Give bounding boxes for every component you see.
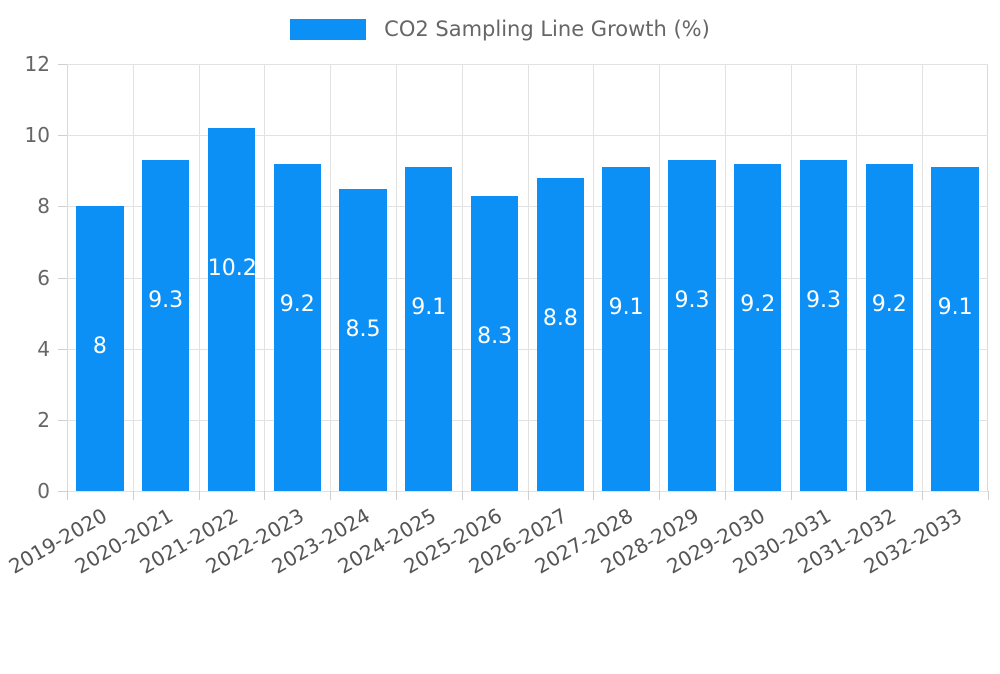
legend-label: CO2 Sampling Line Growth (%) (384, 16, 710, 41)
bar[interactable] (273, 163, 321, 491)
gridline-horizontal (67, 491, 988, 492)
bar[interactable] (76, 206, 124, 491)
bar-value-label: 10.2 (207, 256, 257, 282)
x-axis-tick-mark (791, 491, 792, 500)
x-axis-tick-mark (199, 491, 200, 500)
x-axis-tick-mark (67, 491, 68, 500)
gridline-horizontal (67, 135, 988, 137)
bar-value-label: 9.2 (740, 291, 776, 317)
x-axis-tick-mark (330, 491, 331, 500)
bar-value-label: 8 (92, 334, 107, 360)
gridline-vertical (396, 64, 397, 491)
bar-value-label: 8.5 (345, 316, 381, 342)
y-axis-tick-mark (58, 206, 67, 208)
y-axis-tick-label: 2 (37, 407, 50, 432)
bar-value-label: 9.3 (674, 288, 710, 314)
y-axis-tick-label: 8 (37, 194, 50, 219)
gridline-vertical (725, 64, 726, 491)
bar[interactable] (865, 163, 913, 491)
bar-chart: CO2 Sampling Line Growth (%) 8 9.3 10.2 9.2… (0, 12, 1000, 579)
x-axis-tick-mark (988, 491, 989, 500)
bar[interactable] (799, 160, 848, 491)
gridline-vertical (462, 64, 463, 491)
bar[interactable] (668, 160, 716, 491)
bar[interactable] (602, 167, 650, 491)
bar[interactable] (207, 128, 256, 491)
x-axis-tick-mark (725, 491, 726, 500)
gridline-horizontal (67, 348, 988, 350)
gridline-vertical (922, 64, 923, 491)
x-axis-tick-mark (264, 491, 265, 500)
x-axis-tick-mark (922, 491, 923, 500)
bar-value-label: 9.2 (871, 291, 907, 317)
y-axis-tick-label: 12 (24, 52, 50, 76)
gridline-horizontal (67, 206, 988, 208)
y-axis-tick-mark (58, 64, 67, 65)
x-axis-tick-mark (856, 491, 857, 500)
bar[interactable] (405, 167, 453, 491)
chart-legend: CO2 Sampling Line Growth (%) (0, 12, 1000, 46)
bar[interactable] (931, 167, 979, 491)
gridline-vertical (199, 64, 200, 491)
y-axis-tick-label: 10 (24, 123, 50, 148)
gridline-vertical (133, 64, 134, 491)
gridline-horizontal (67, 64, 988, 65)
bar[interactable] (339, 188, 387, 491)
y-axis-tick-mark (58, 491, 67, 492)
gridline-vertical (659, 64, 660, 491)
bar[interactable] (734, 163, 782, 491)
legend-item-co2-sampling-line-growth[interactable]: CO2 Sampling Line Growth (%) (290, 16, 710, 41)
bar[interactable] (470, 195, 519, 491)
bar-value-label: 9.1 (608, 295, 644, 321)
y-axis-tick-label: 6 (37, 265, 50, 290)
legend-color-swatch (290, 18, 367, 40)
gridline-vertical (264, 64, 265, 491)
bar-value-label: 9.3 (148, 288, 184, 314)
y-axis-tick-mark (58, 348, 67, 350)
bar-value-label: 9.2 (279, 291, 315, 317)
y-axis-tick-mark (58, 135, 67, 137)
x-axis-tick-mark (659, 491, 660, 500)
plot-area: 8 9.3 10.2 9.2 8.5 9.1 8.3 8.8 9.1 9.3 9.2 9.3 9.2 9.… (67, 64, 988, 492)
gridline-vertical (593, 64, 594, 491)
gridline-vertical (330, 64, 331, 491)
gridline-horizontal (67, 419, 988, 421)
bar[interactable] (141, 160, 190, 491)
x-axis-tick-mark (593, 491, 594, 500)
x-axis-tick-mark (528, 491, 529, 500)
y-axis-tick-mark (58, 277, 67, 279)
y-axis-tick-mark (58, 419, 67, 421)
bar-value-label: 8.3 (477, 323, 513, 349)
gridline-vertical (528, 64, 529, 491)
gridline-horizontal (67, 277, 988, 279)
x-axis-tick-mark (396, 491, 397, 500)
x-axis-tick-mark (133, 491, 134, 500)
y-axis-tick-label: 4 (37, 336, 50, 361)
bar-value-label: 8.8 (542, 305, 578, 331)
gridline-vertical (856, 64, 857, 491)
gridline-vertical (791, 64, 792, 491)
y-axis-tick-label: 0 (37, 479, 50, 503)
bar-value-label: 9.1 (937, 295, 973, 321)
bar-value-label: 9.1 (411, 295, 447, 321)
x-axis-tick-mark (462, 491, 463, 500)
bar-value-label: 9.3 (806, 288, 842, 314)
bar[interactable] (536, 177, 585, 491)
